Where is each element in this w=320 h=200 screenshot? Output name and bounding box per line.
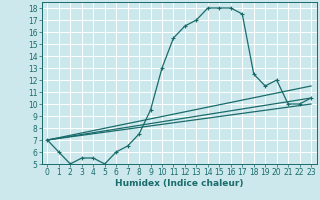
X-axis label: Humidex (Indice chaleur): Humidex (Indice chaleur)	[115, 179, 244, 188]
